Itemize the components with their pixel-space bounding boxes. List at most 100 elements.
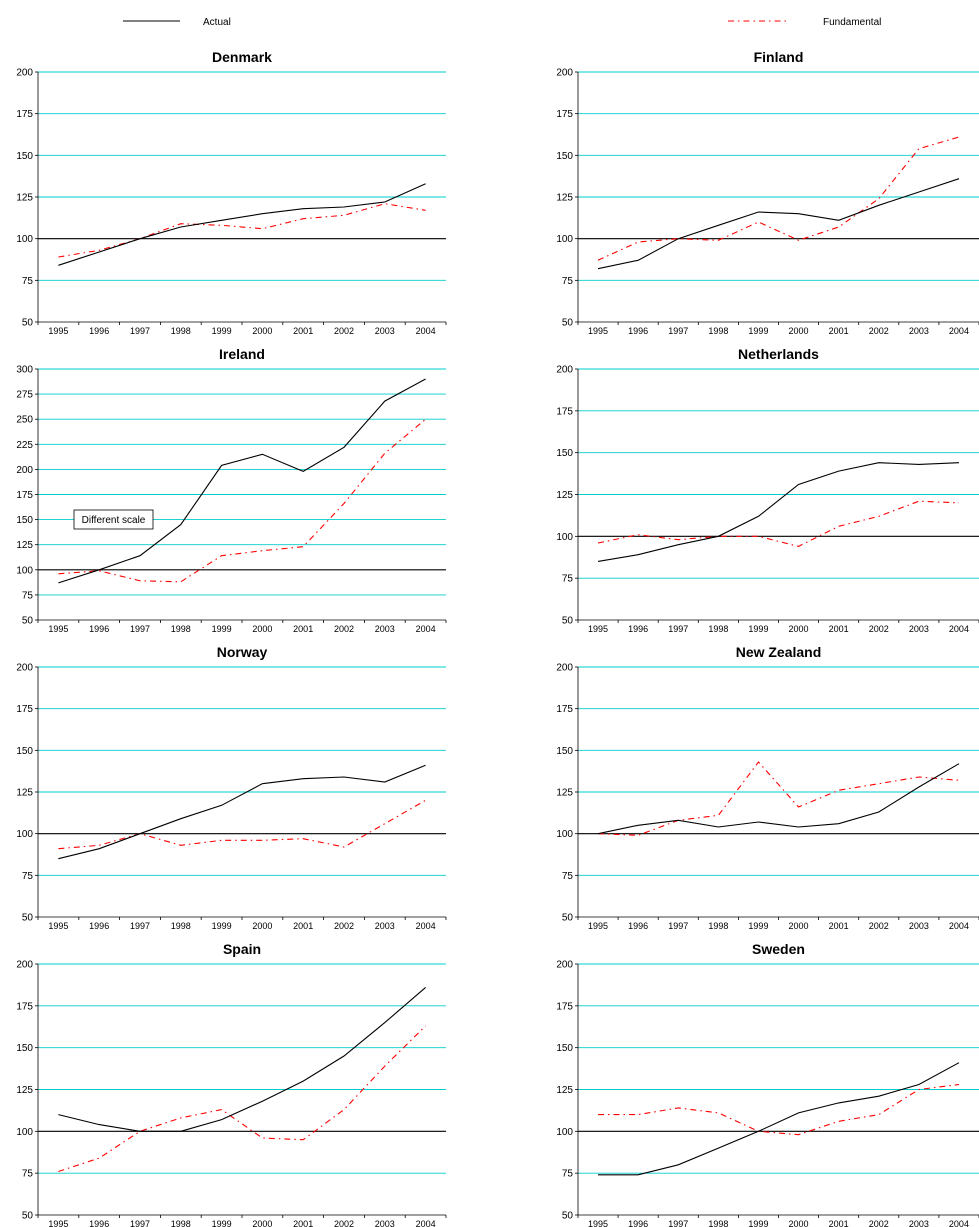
data-point-fundamental bbox=[957, 779, 960, 782]
x-tick-label: 2004 bbox=[416, 326, 436, 336]
x-tick-label: 2004 bbox=[416, 921, 436, 931]
data-point-actual bbox=[302, 777, 305, 780]
x-tick-label: 1999 bbox=[748, 921, 768, 931]
x-tick-label: 2004 bbox=[949, 624, 969, 634]
data-point-actual bbox=[837, 1101, 840, 1104]
series-actual-line bbox=[58, 764, 426, 860]
panel-title: Netherlands bbox=[738, 346, 819, 362]
data-point-fundamental bbox=[138, 579, 141, 582]
data-point-actual bbox=[261, 212, 264, 215]
data-point-actual bbox=[57, 857, 60, 860]
series-fundamental-line bbox=[58, 799, 426, 850]
y-tick-label: 200 bbox=[556, 68, 573, 79]
x-tick-label: 2001 bbox=[293, 1219, 313, 1227]
data-point-fundamental bbox=[677, 538, 680, 541]
y-tick-label: 50 bbox=[22, 913, 34, 924]
data-point-fundamental bbox=[342, 214, 345, 217]
data-point-actual bbox=[138, 832, 141, 835]
x-tick-label: 1997 bbox=[130, 1219, 150, 1227]
x-tick-label: 1996 bbox=[628, 1219, 648, 1227]
panel-spain: Spain 50 75 100 125 150 175 200 1995 1996 1997 1998… bbox=[16, 941, 447, 1227]
x-tick-label: 2001 bbox=[293, 624, 313, 634]
data-point-actual bbox=[424, 377, 427, 380]
data-point-actual bbox=[757, 820, 760, 823]
x-tick-label: 2001 bbox=[829, 1219, 849, 1227]
x-tick-label: 2000 bbox=[789, 921, 809, 931]
data-point-fundamental bbox=[383, 822, 386, 825]
y-tick-label: 175 bbox=[556, 406, 573, 417]
y-tick-label: 250 bbox=[16, 415, 33, 426]
data-point-actual bbox=[677, 543, 680, 546]
x-tick-label: 1996 bbox=[89, 326, 109, 336]
data-point-fundamental bbox=[917, 775, 920, 778]
x-tick-label: 1996 bbox=[628, 326, 648, 336]
data-point-actual bbox=[179, 523, 182, 526]
y-tick-label: 75 bbox=[22, 590, 34, 601]
data-point-fundamental bbox=[383, 452, 386, 455]
data-point-actual bbox=[717, 224, 720, 227]
y-tick-label: 125 bbox=[16, 1085, 33, 1096]
legend: Actual Fundamental bbox=[123, 17, 881, 28]
data-point-actual bbox=[637, 1173, 640, 1176]
panel-new-zealand: New Zealand 50 75 100 125 150 175 200 1995 1996 19… bbox=[556, 644, 979, 931]
data-point-actual bbox=[98, 250, 101, 253]
data-point-fundamental bbox=[797, 805, 800, 808]
data-point-fundamental bbox=[877, 515, 880, 518]
y-tick-label: 50 bbox=[562, 616, 574, 627]
series-actual-line bbox=[58, 183, 426, 266]
x-tick-label: 1995 bbox=[48, 326, 68, 336]
data-point-actual bbox=[302, 207, 305, 210]
y-tick-label: 225 bbox=[16, 440, 33, 451]
x-tick-label: 1996 bbox=[628, 921, 648, 931]
data-point-actual bbox=[98, 568, 101, 571]
data-point-actual bbox=[877, 204, 880, 207]
series-fundamental-line bbox=[598, 1083, 960, 1136]
panel-title: Ireland bbox=[219, 346, 265, 362]
x-tick-label: 2000 bbox=[789, 1219, 809, 1227]
x-tick-label: 2004 bbox=[949, 921, 969, 931]
data-point-fundamental bbox=[957, 1083, 960, 1086]
data-point-actual bbox=[717, 1146, 720, 1149]
data-point-fundamental bbox=[98, 1157, 101, 1160]
data-point-actual bbox=[596, 1173, 599, 1176]
x-tick-label: 2001 bbox=[829, 326, 849, 336]
data-point-fundamental bbox=[957, 501, 960, 504]
x-tick-label: 2003 bbox=[909, 1219, 929, 1227]
x-tick-label: 1996 bbox=[89, 1219, 109, 1227]
data-point-actual bbox=[757, 515, 760, 518]
x-tick-label: 2001 bbox=[829, 921, 849, 931]
data-point-fundamental bbox=[837, 225, 840, 228]
x-tick-label: 2002 bbox=[869, 1219, 889, 1227]
data-point-actual bbox=[637, 553, 640, 556]
y-tick-label: 175 bbox=[556, 109, 573, 120]
data-point-fundamental bbox=[261, 549, 264, 552]
data-point-fundamental bbox=[261, 227, 264, 230]
data-point-actual bbox=[757, 210, 760, 213]
y-tick-label: 125 bbox=[16, 193, 33, 204]
series-fundamental-line bbox=[597, 136, 960, 261]
y-tick-label: 175 bbox=[556, 1001, 573, 1012]
data-point-fundamental bbox=[596, 1113, 599, 1116]
data-point-actual bbox=[179, 225, 182, 228]
x-tick-label: 2003 bbox=[375, 1219, 395, 1227]
x-tick-label: 1996 bbox=[89, 921, 109, 931]
data-point-actual bbox=[138, 1130, 141, 1133]
legend-fundamental-label: Fundamental bbox=[823, 17, 881, 28]
x-tick-label: 2003 bbox=[375, 624, 395, 634]
data-point-actual bbox=[220, 804, 223, 807]
data-point-fundamental bbox=[877, 782, 880, 785]
x-tick-label: 2001 bbox=[293, 921, 313, 931]
data-point-actual bbox=[837, 822, 840, 825]
data-point-fundamental bbox=[596, 541, 599, 544]
data-point-actual bbox=[342, 446, 345, 449]
x-tick-label: 2000 bbox=[252, 326, 272, 336]
y-tick-label: 150 bbox=[16, 515, 33, 526]
data-point-actual bbox=[917, 190, 920, 193]
data-point-actual bbox=[302, 470, 305, 473]
x-tick-label: 1998 bbox=[708, 921, 728, 931]
x-tick-label: 1999 bbox=[212, 326, 232, 336]
data-point-actual bbox=[179, 1130, 182, 1133]
x-tick-label: 2002 bbox=[869, 921, 889, 931]
data-point-fundamental bbox=[342, 845, 345, 848]
y-tick-label: 200 bbox=[16, 68, 33, 79]
